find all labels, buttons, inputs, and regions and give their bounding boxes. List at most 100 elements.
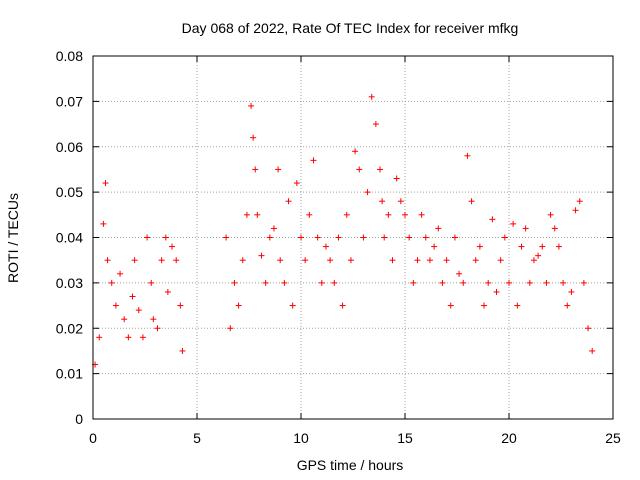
data-point [368,93,375,100]
data-point [360,234,367,241]
data-point [481,302,488,309]
data-point [104,257,111,264]
data-point [335,234,342,241]
data-point [148,279,155,286]
data-point [564,302,571,309]
data-point [568,288,575,295]
data-point [298,234,304,241]
data-point [422,234,429,241]
data-point [489,216,496,223]
data-point [497,257,504,264]
data-point [223,234,230,241]
data-point [310,157,317,164]
data-point [506,279,512,286]
data-point [435,225,442,232]
data-point [493,288,500,295]
data-points [92,93,596,368]
data-point [389,257,396,264]
data-point [96,334,103,341]
data-point [281,279,288,286]
data-point [131,257,138,264]
data-point [331,279,338,286]
data-point [347,257,354,264]
data-point [510,220,517,227]
data-point [100,220,107,227]
data-point [560,279,567,286]
axis-ticks [92,55,614,420]
data-point [258,252,265,259]
data-point [173,257,180,264]
x-axis-label: GPS time / hours [297,457,404,473]
data-point [327,257,334,264]
data-point [381,234,388,241]
data-point [343,211,350,218]
data-point [125,334,132,341]
y-tick-label: 0 [75,411,83,427]
data-point [585,325,592,332]
data-point [154,325,161,332]
data-point [522,225,529,232]
data-point [293,180,300,187]
data-point [426,257,433,264]
y-axis-label: ROTI / TECUs [5,193,21,283]
data-point [439,279,446,286]
x-tick-label: 10 [293,430,309,446]
x-tick-label: 15 [397,430,413,446]
data-point [252,166,259,173]
data-point [285,198,292,205]
data-point [572,207,579,214]
data-point [102,180,109,187]
data-point [339,302,346,309]
data-point [451,234,458,241]
y-tick-label: 0.05 [56,184,83,200]
data-point [322,243,329,250]
data-point [250,134,257,141]
data-point [248,102,255,109]
y-tick-label: 0.03 [56,275,83,291]
data-point [476,243,483,250]
data-point [129,293,136,300]
data-point [275,166,282,173]
data-point [117,270,124,277]
data-point [580,279,587,286]
data-point [150,316,157,323]
data-point [551,225,558,232]
y-tick-label: 0.04 [56,230,83,246]
data-point [518,243,525,250]
data-point [393,175,400,182]
data-point [485,279,492,286]
data-point [169,243,176,250]
data-point [456,270,463,277]
data-point [385,211,392,218]
data-point [589,347,596,354]
data-point [179,347,186,354]
data-point [414,257,421,264]
data-point [318,279,325,286]
data-point [139,334,146,341]
data-point [158,257,165,264]
data-point [472,257,479,264]
data-point [535,252,542,259]
data-point [418,211,425,218]
y-tick-label: 0.08 [56,48,83,64]
data-point [460,279,467,286]
data-point [164,288,171,295]
data-point [526,279,533,286]
y-tick-label: 0.02 [56,320,83,336]
x-tick-label: 20 [501,430,517,446]
data-point [162,234,169,241]
data-point [306,211,313,218]
data-point [302,257,309,264]
x-tick-labels: 0 5 10 15 20 25 [89,430,621,446]
data-point [410,279,417,286]
data-point [243,211,250,218]
data-point [121,316,128,323]
data-point [447,302,454,309]
data-point [177,302,184,309]
data-point [277,257,284,264]
data-point [501,234,508,241]
data-point [235,302,242,309]
x-tick-label: 5 [193,430,201,446]
y-tick-label: 0.06 [56,139,83,155]
